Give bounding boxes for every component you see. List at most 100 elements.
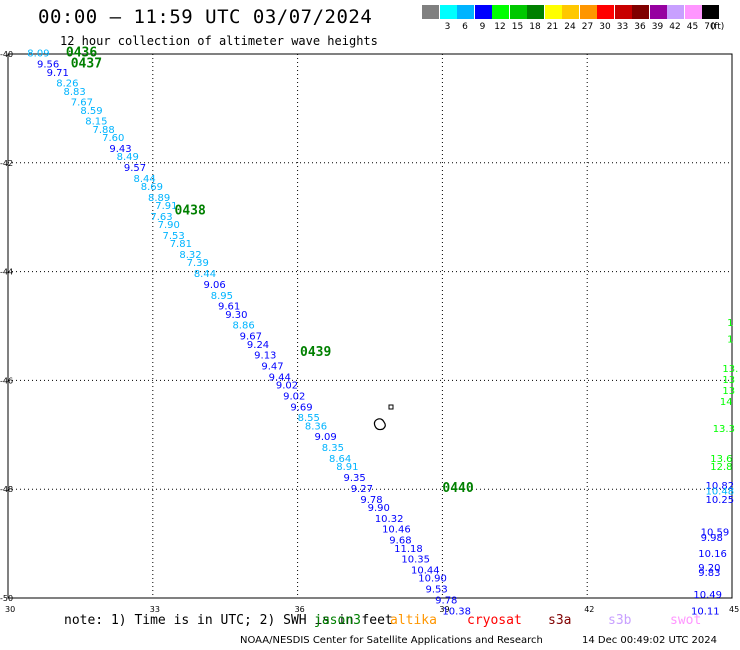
wave-height-value: 9.30 [225, 310, 247, 321]
wave-height-value: 8.26 [56, 79, 78, 90]
legend-item-cryosat: cryosat [467, 613, 522, 628]
wave-height-value: 10.35 [401, 555, 430, 566]
x-tick-label: 42 [584, 605, 594, 614]
wave-height-value: 11.18 [394, 544, 423, 555]
wave-height-value: 13.6 [710, 454, 732, 465]
wave-height-value: 9.78 [360, 495, 382, 506]
wave-height-value: 10.16 [698, 549, 727, 560]
colorbar-label: 18 [529, 22, 541, 32]
colorbar-swatch [439, 5, 457, 19]
wave-height-value: 8.86 [232, 321, 254, 332]
colorbar-swatch [702, 5, 719, 19]
wave-height-value: 7.90 [158, 220, 180, 231]
wave-height-value: 10.90 [418, 574, 447, 585]
page-subtitle: 12 hour collection of altimeter wave hei… [60, 34, 378, 48]
wave-height-value: 1 [727, 334, 733, 345]
wave-height-value: 9.44 [269, 372, 291, 383]
x-tick-label: 33 [150, 605, 160, 614]
wave-height-value: 9.35 [343, 473, 365, 484]
wave-height-value: 9.06 [203, 280, 225, 291]
wave-height-value: 9.02 [283, 391, 305, 402]
x-tick-label: 36 [295, 605, 305, 614]
colorbar-label: 30 [599, 22, 611, 32]
wave-height-value: 9.56 [37, 60, 59, 71]
y-tick-label: -44 [0, 268, 13, 277]
wave-height-value: 13.3 [713, 424, 735, 435]
wave-height-value: 7.39 [187, 258, 209, 269]
wave-height-value: 8.95 [211, 291, 233, 302]
colorbar-label: 42 [669, 22, 681, 32]
wave-height-value: 10.38 [442, 606, 471, 617]
page-title: 00:00 — 11:59 UTC 03/07/2024 [38, 6, 373, 28]
colorbar-swatch [544, 5, 562, 19]
pass-time-label: 0437 [71, 57, 102, 72]
colorbar-label: 39 [651, 22, 664, 32]
colorbar-swatch [527, 5, 544, 19]
colorbar-swatch [667, 5, 684, 19]
colorbar-swatch [597, 5, 614, 19]
wave-height-value: 8.09 [27, 49, 49, 60]
wave-height-value: 9.43 [109, 144, 131, 155]
legend-item-s3b: s3b [608, 613, 632, 628]
colorbar-label: 21 [546, 22, 559, 32]
colorbar-swatch [492, 5, 509, 19]
colorbar-swatch [684, 5, 702, 19]
colorbar-label: 3 [444, 22, 451, 32]
wave-height-value: 7.53 [162, 231, 184, 242]
wave-height-value: 9.47 [261, 362, 283, 373]
colorbar-unit: (ft) [710, 22, 725, 32]
wave-height-value: 9.53 [426, 585, 448, 596]
legend-item-s3a: s3a [548, 613, 572, 628]
wave-height-value: 9.27 [351, 484, 373, 495]
wave-height-value: 8.44 [194, 269, 216, 280]
colorbar-swatch [562, 5, 579, 19]
y-tick-label: -48 [0, 485, 13, 494]
legend-item-altika: altika [390, 613, 437, 628]
colorbar-swatch [422, 5, 439, 19]
wave-height-value: 9.98 [701, 533, 723, 544]
legend-item-swot: swot [670, 613, 702, 628]
colorbar-swatch [614, 5, 632, 19]
wave-height-value: 9.13 [254, 351, 276, 362]
y-tick-label: -50 [0, 594, 13, 603]
wave-height-value: 12.8 [710, 462, 732, 473]
pass-time-label: 0438 [175, 203, 206, 218]
wave-height-value: 8.91 [336, 462, 358, 473]
islet-coastline [388, 404, 394, 410]
wave-height-value: 9.20 [698, 563, 720, 574]
colorbar-label: 27 [581, 22, 594, 32]
footer-note: note: 1) Time is in UTC; 2) SWH is in fe… [64, 613, 393, 628]
wave-height-value: 9.90 [368, 503, 390, 514]
footer-credit: NOAA/NESDIS Center for Satellite Applica… [240, 635, 543, 646]
x-tick-label: 39 [439, 605, 449, 614]
wave-height-value: 8.69 [141, 182, 163, 193]
colorbar-label: 70 [704, 22, 716, 32]
colorbar-label: 45 [686, 22, 699, 32]
wave-height-value: 7.60 [102, 133, 124, 144]
wave-height-value: 9.09 [314, 432, 336, 443]
island-coastline [373, 418, 386, 431]
wave-height-value: 9.71 [47, 68, 69, 79]
colorbar-label: 36 [634, 22, 646, 32]
wave-height-value: 7.88 [92, 125, 114, 136]
wave-height-value: 8.36 [305, 421, 327, 432]
colorbar-label: 12 [494, 22, 506, 32]
wave-height-value: 10.82 [705, 481, 734, 492]
y-tick-label: -46 [0, 376, 13, 385]
wave-height-value: 9.24 [247, 340, 269, 351]
colorbar-label: 6 [462, 22, 468, 32]
wave-height-value: 7.81 [170, 239, 192, 250]
wave-height-value: 10.46 [382, 525, 411, 536]
colorbar-swatch [632, 5, 649, 19]
wave-height-value: 8.55 [298, 413, 320, 424]
wave-height-value: 10.32 [375, 514, 404, 525]
wave-height-value: 1 [727, 318, 733, 329]
wave-height-value: 10.59 [701, 527, 730, 538]
wave-height-value: 9.02 [276, 381, 298, 392]
wave-height-value: 9.83 [698, 568, 720, 579]
wave-height-value: 8.49 [117, 152, 139, 163]
wave-height-value: 10.11 [691, 606, 720, 617]
legend-item-jason3: jason3 [314, 613, 361, 628]
wave-height-value: 8.44 [133, 174, 155, 185]
wave-height-value: 10.25 [705, 495, 734, 506]
